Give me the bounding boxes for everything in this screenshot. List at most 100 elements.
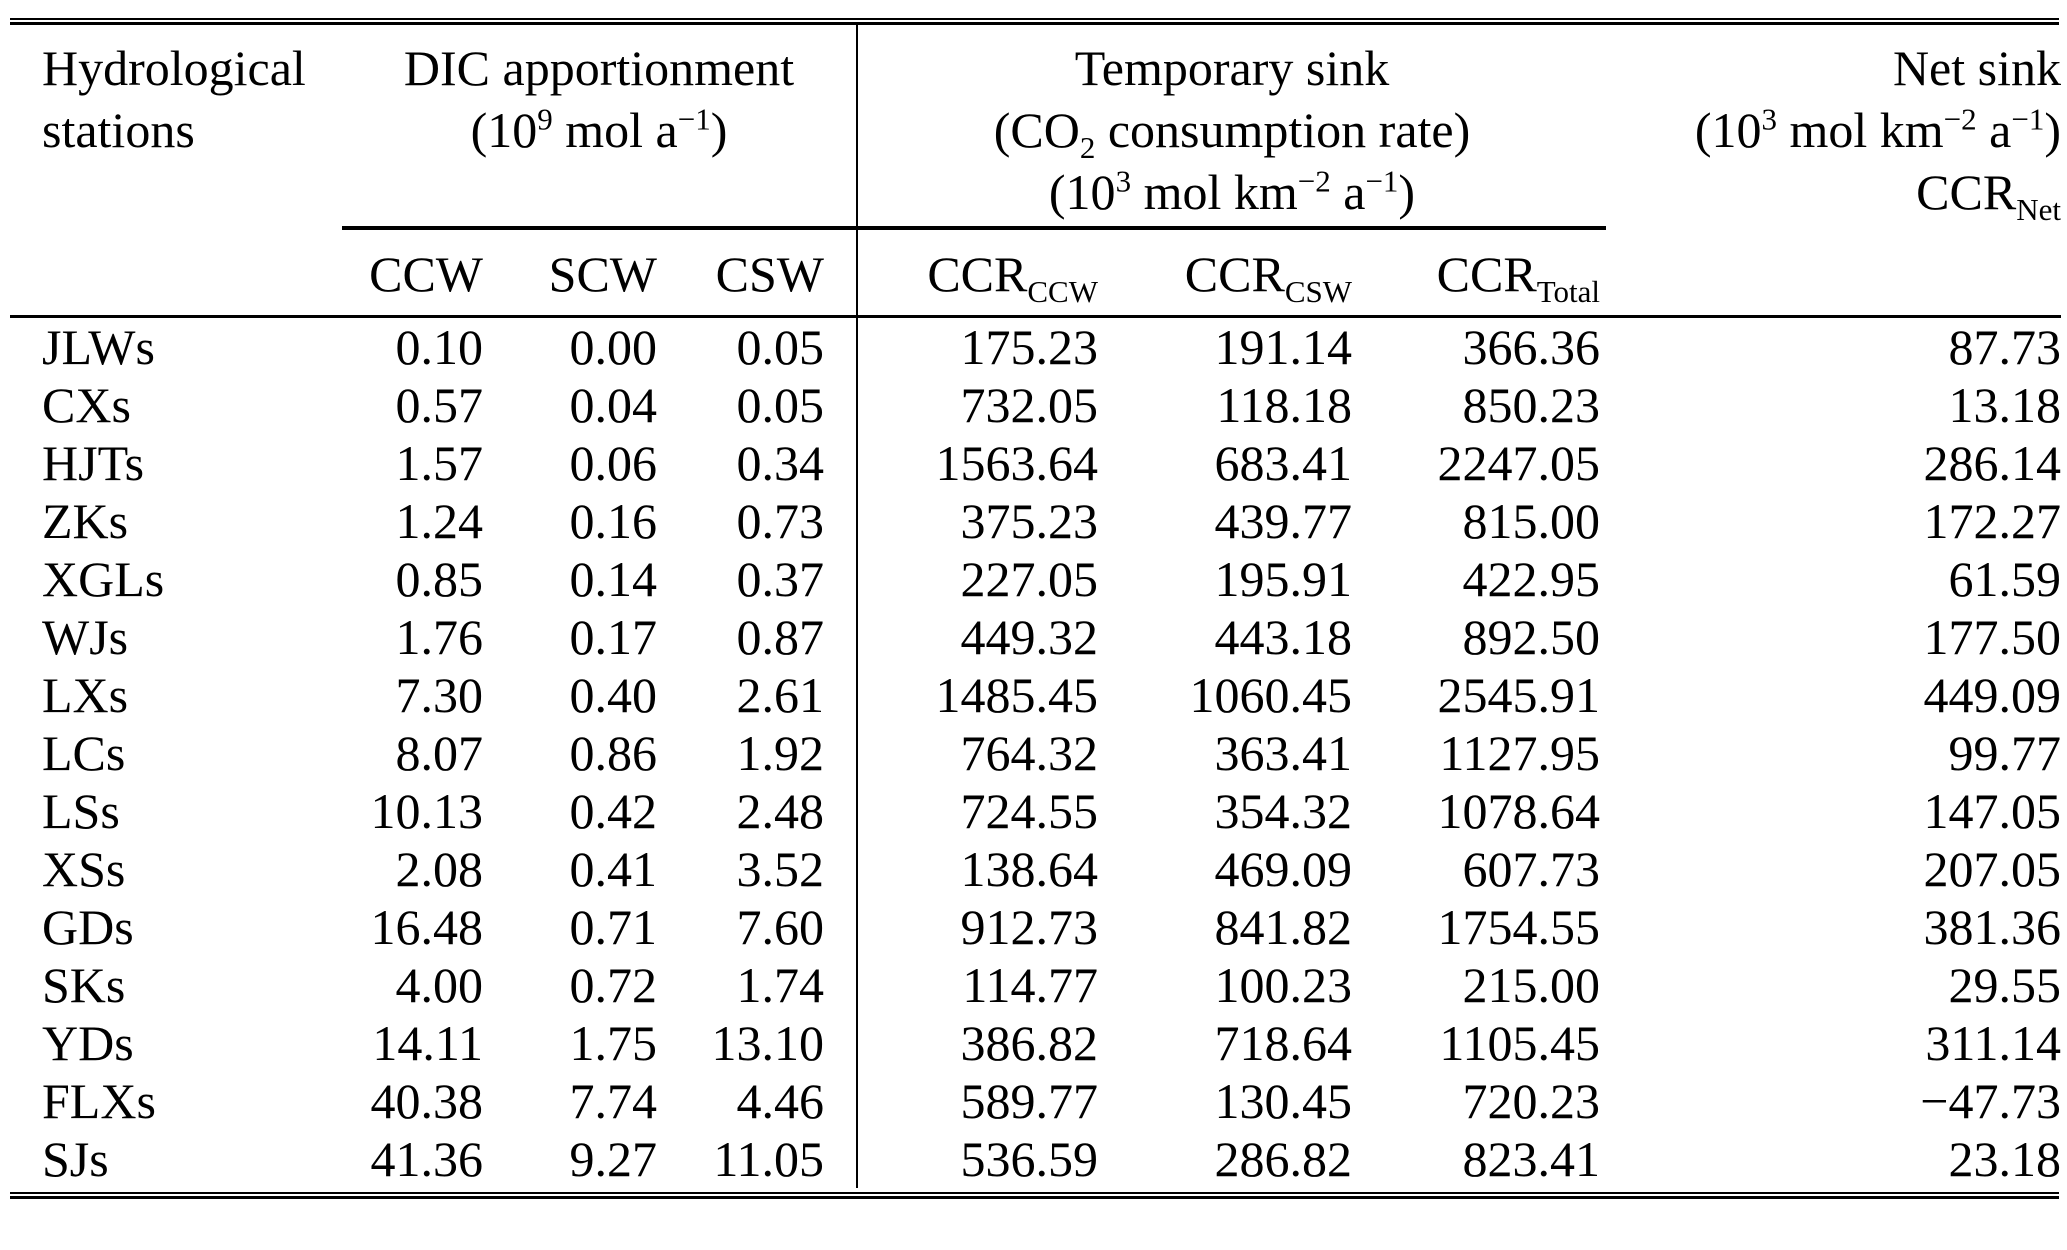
stations-header-line1: Hydrological bbox=[42, 40, 306, 96]
station-cell: JLWs bbox=[42, 318, 155, 375]
value-cell: 99.77 bbox=[1948, 724, 2062, 781]
value-cell: 0.10 bbox=[395, 318, 484, 375]
value-cell: 363.41 bbox=[1214, 724, 1353, 781]
value-cell: 1754.55 bbox=[1437, 898, 1601, 955]
value-cell: 0.14 bbox=[569, 550, 658, 607]
value-cell: 14.11 bbox=[372, 1014, 483, 1071]
table-row: SJs 41.36 9.27 11.05 536.59 286.82 823.41 23.18 bbox=[10, 1129, 2061, 1188]
station-cell: ZKs bbox=[42, 492, 129, 549]
value-cell: 1.57 bbox=[395, 434, 484, 491]
value-cell: 683.41 bbox=[1214, 434, 1353, 491]
table-row: GDs 16.48 0.71 7.60 912.73 841.82 1754.55 381.3… bbox=[10, 897, 2062, 956]
value-cell: 0.87 bbox=[663, 607, 858, 666]
net-group-unit: (103 mol km−2 a−1) bbox=[1694, 101, 2061, 158]
value-cell: 61.59 bbox=[1948, 550, 2062, 607]
value-cell: 7.30 bbox=[395, 666, 484, 723]
value-cell: 892.50 bbox=[1462, 608, 1601, 665]
value-cell: 841.82 bbox=[1214, 898, 1353, 955]
col-header-ccr-total: CCRTotal bbox=[1358, 228, 1606, 318]
value-cell: 1.74 bbox=[663, 955, 858, 1014]
col-header-ccw: CCW bbox=[342, 228, 489, 318]
value-cell: 40.38 bbox=[370, 1072, 484, 1129]
station-cell: LSs bbox=[42, 782, 120, 839]
value-cell: 381.36 bbox=[1923, 898, 2062, 955]
col-group-net-sink: Net sink (103 mol km−2 a−1) CCRNet bbox=[1606, 25, 2061, 318]
value-cell: 1563.64 bbox=[935, 434, 1099, 491]
value-cell: 912.73 bbox=[960, 898, 1099, 955]
value-cell: 2247.05 bbox=[1437, 434, 1601, 491]
station-cell: XGLs bbox=[42, 550, 165, 607]
value-cell: 130.45 bbox=[1214, 1072, 1353, 1129]
col-header-ccr-csw: CCRCSW bbox=[1104, 228, 1358, 318]
table-row: JLWs 0.10 0.00 0.05 175.23 191.14 366.36 87.73 bbox=[10, 316, 2061, 376]
value-cell: 449.09 bbox=[1923, 666, 2062, 723]
value-cell: 0.05 bbox=[663, 316, 858, 376]
table-row: HJTs 1.57 0.06 0.34 1563.64 683.41 2247.05 286.… bbox=[10, 433, 2062, 492]
table-body: JLWs 0.10 0.00 0.05 175.23 191.14 366.36 87.73 C… bbox=[10, 316, 2061, 1188]
table-bottom-rule bbox=[10, 1191, 2059, 1199]
stations-header-line2: stations bbox=[42, 102, 195, 158]
value-cell: 607.73 bbox=[1462, 840, 1601, 897]
value-cell: 2545.91 bbox=[1437, 666, 1601, 723]
value-cell: 138.64 bbox=[960, 840, 1099, 897]
value-cell: 9.27 bbox=[569, 1130, 658, 1187]
value-cell: 2.08 bbox=[395, 840, 484, 897]
col-group-dic-apportionment: DIC apportionment (109 mol a−1) bbox=[342, 25, 858, 230]
table-row: ZKs 1.24 0.16 0.73 375.23 439.77 815.00 172.27 bbox=[10, 491, 2061, 550]
value-cell: 177.50 bbox=[1923, 608, 2062, 665]
value-cell: 4.00 bbox=[395, 956, 484, 1013]
value-cell: 1.75 bbox=[569, 1014, 658, 1071]
net-group-label: CCRNet bbox=[1916, 164, 2061, 227]
station-cell: WJs bbox=[42, 608, 129, 665]
value-cell: 718.64 bbox=[1214, 1014, 1353, 1071]
table-row: CXs 0.57 0.04 0.05 732.05 118.18 850.23 13.18 bbox=[10, 375, 2061, 434]
col-header-ccr-ccw: CCRCCW bbox=[857, 228, 1104, 318]
station-cell: GDs bbox=[42, 898, 134, 955]
station-cell: CXs bbox=[42, 376, 131, 433]
col-header-stations: Hydrological stations bbox=[10, 25, 342, 318]
col-header-scw: SCW bbox=[489, 228, 663, 318]
table-row: LCs 8.07 0.86 1.92 764.32 363.41 1127.95 99.77 bbox=[10, 723, 2062, 782]
value-cell: 0.16 bbox=[569, 492, 658, 549]
value-cell: 147.05 bbox=[1923, 782, 2062, 839]
value-cell: 850.23 bbox=[1462, 376, 1601, 433]
value-cell: 1.92 bbox=[663, 723, 858, 782]
value-cell: 0.34 bbox=[663, 433, 858, 492]
value-cell: 449.32 bbox=[960, 608, 1099, 665]
table-row: LXs 7.30 0.40 2.61 1485.45 1060.45 2545.91 449.… bbox=[10, 665, 2062, 724]
value-cell: 354.32 bbox=[1214, 782, 1353, 839]
net-group-title: Net sink bbox=[1892, 40, 2061, 96]
table-row: LSs 10.13 0.42 2.48 724.55 354.32 1078.64 147.0… bbox=[10, 781, 2062, 840]
value-cell: 1127.95 bbox=[1439, 724, 1600, 781]
value-cell: 29.55 bbox=[1948, 956, 2062, 1013]
value-cell: 366.36 bbox=[1462, 318, 1601, 375]
value-cell: 536.59 bbox=[960, 1130, 1099, 1187]
table-container: Hydrological stations DIC apportionment … bbox=[10, 18, 2061, 1199]
value-cell: 0.06 bbox=[569, 434, 658, 491]
table-header: Hydrological stations DIC apportionment … bbox=[10, 25, 2061, 318]
value-cell: 0.41 bbox=[569, 840, 658, 897]
sub-header-row: CCW SCW CSW CCRCCW CCRCSW CCRTotal bbox=[10, 228, 2061, 318]
value-cell: 191.14 bbox=[1214, 318, 1353, 375]
value-cell: 815.00 bbox=[1462, 492, 1601, 549]
station-cell: SJs bbox=[42, 1130, 109, 1187]
value-cell: 0.42 bbox=[569, 782, 658, 839]
station-cell: LXs bbox=[42, 666, 129, 723]
value-cell: 823.41 bbox=[1462, 1130, 1601, 1187]
value-cell: 720.23 bbox=[1462, 1072, 1601, 1129]
value-cell: 195.91 bbox=[1214, 550, 1353, 607]
value-cell: 443.18 bbox=[1214, 608, 1353, 665]
station-cell: XSs bbox=[42, 840, 126, 897]
value-cell: 1.76 bbox=[395, 608, 484, 665]
value-cell: 724.55 bbox=[960, 782, 1099, 839]
table-row: SKs 4.00 0.72 1.74 114.77 100.23 215.00 29.55 bbox=[10, 955, 2062, 1014]
value-cell: 16.48 bbox=[370, 898, 484, 955]
value-cell: 0.04 bbox=[569, 376, 658, 433]
value-cell: 0.40 bbox=[569, 666, 658, 723]
value-cell: 469.09 bbox=[1214, 840, 1353, 897]
value-cell: 732.05 bbox=[960, 376, 1099, 433]
value-cell: 286.14 bbox=[1923, 434, 2062, 491]
value-cell: 764.32 bbox=[960, 724, 1099, 781]
col-group-temporary-sink: Temporary sink (CO2 consumption rate) (1… bbox=[857, 25, 1606, 230]
